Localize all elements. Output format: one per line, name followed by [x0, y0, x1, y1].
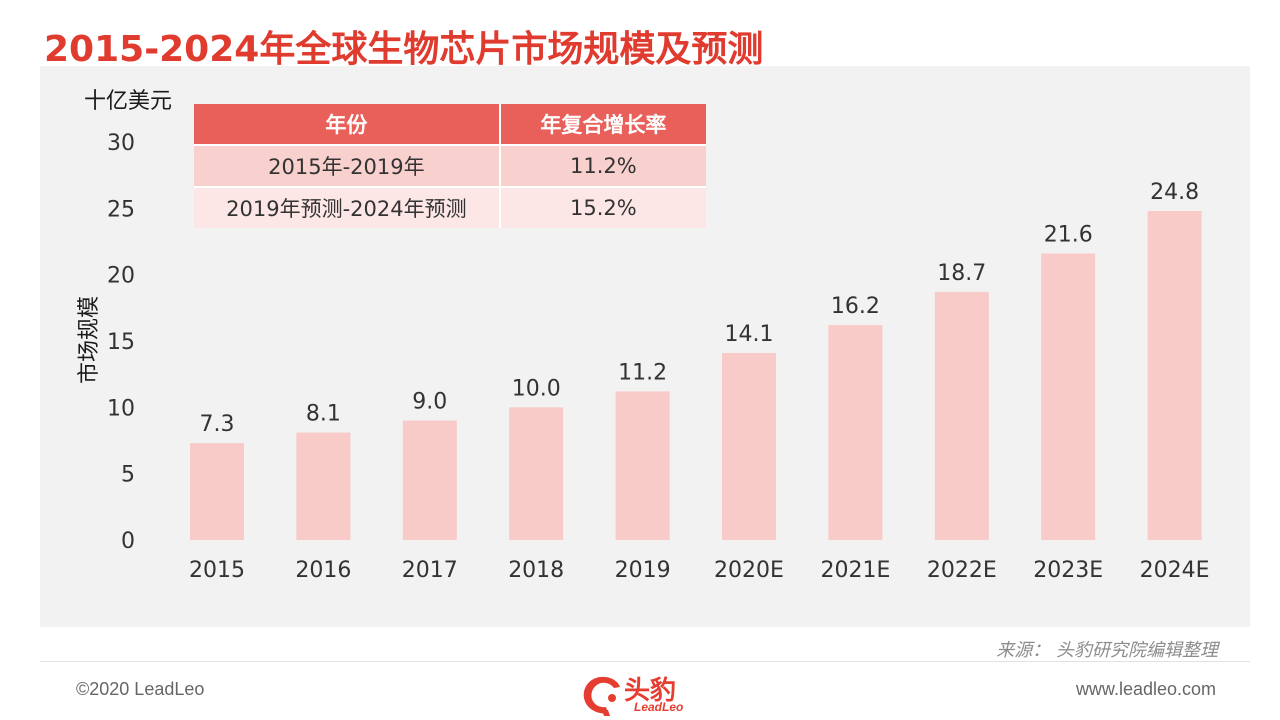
bar — [190, 443, 244, 540]
bar — [934, 291, 989, 540]
period-cell: 2019年预测-2024年预测 — [194, 186, 501, 228]
leadleo-logo: 头豹 LeadLeo — [578, 666, 708, 718]
y-tick-label: 10 — [107, 396, 135, 421]
x-tick-label: 2022E — [927, 558, 997, 583]
data-label: 24.8 — [1150, 180, 1199, 205]
data-label: 10.0 — [512, 376, 561, 401]
data-label: 14.1 — [725, 322, 774, 347]
leopard-icon — [583, 676, 620, 716]
data-label: 7.3 — [200, 412, 235, 437]
y-axis-title: 市场规模 — [77, 296, 102, 384]
bar — [509, 407, 564, 540]
source-note: 来源： 头豹研究院编辑整理 — [996, 640, 1218, 661]
table-row: 2019年预测-2024年预测 15.2% — [194, 186, 706, 228]
data-label: 18.7 — [937, 261, 986, 286]
y-unit-label: 十亿美元 — [84, 89, 172, 114]
copyright: ©2020 LeadLeo — [76, 679, 205, 699]
bar — [1147, 210, 1202, 540]
header-year: 年份 — [194, 104, 501, 145]
data-label: 8.1 — [306, 402, 341, 427]
y-tick-label: 0 — [121, 529, 135, 554]
website-link[interactable]: www.leadleo.com — [1075, 679, 1216, 699]
bar — [402, 420, 457, 540]
data-label: 16.2 — [831, 294, 880, 319]
header-cagr: 年复合增长率 — [499, 104, 706, 145]
y-tick-label: 15 — [107, 330, 135, 355]
x-tick-label: 2024E — [1140, 558, 1210, 583]
rate-cell: 15.2% — [499, 186, 706, 228]
footer-divider — [40, 661, 1250, 662]
x-tick-label: 2016 — [295, 558, 351, 583]
x-tick-label: 2018 — [508, 558, 564, 583]
logo-sub: LeadLeo — [634, 700, 684, 714]
cagr-table-header: 年份 年复合增长率 — [194, 104, 706, 145]
bar — [1041, 253, 1096, 540]
data-label: 21.6 — [1044, 222, 1093, 247]
logo-name: 头豹 — [624, 676, 677, 706]
x-tick-label: 2021E — [820, 558, 890, 583]
x-tick-label: 2017 — [402, 558, 458, 583]
bar — [296, 432, 351, 540]
bar — [722, 352, 776, 540]
x-tick-label: 2020E — [714, 558, 784, 583]
x-tick-label: 2019 — [615, 558, 671, 583]
data-label: 9.0 — [412, 390, 447, 415]
page-title: 2015-2024年全球生物芯片市场规模及预测 — [44, 29, 764, 70]
x-tick-label: 2015 — [189, 558, 245, 583]
y-tick-label: 20 — [107, 264, 135, 289]
y-tick-label: 30 — [107, 131, 135, 156]
table-row: 2015年-2019年 11.2% — [194, 144, 706, 187]
y-tick-label: 25 — [107, 197, 135, 222]
x-tick-label: 2023E — [1033, 558, 1103, 583]
rate-cell: 11.2% — [499, 144, 706, 187]
data-label: 11.2 — [618, 360, 667, 385]
bar — [828, 325, 883, 540]
cagr-table: 年份 年复合增长率 2015年-2019年 11.2% 2019年预测-2024… — [194, 104, 706, 228]
bar — [615, 391, 670, 540]
period-cell: 2015年-2019年 — [194, 144, 501, 187]
y-tick-label: 5 — [121, 463, 135, 488]
